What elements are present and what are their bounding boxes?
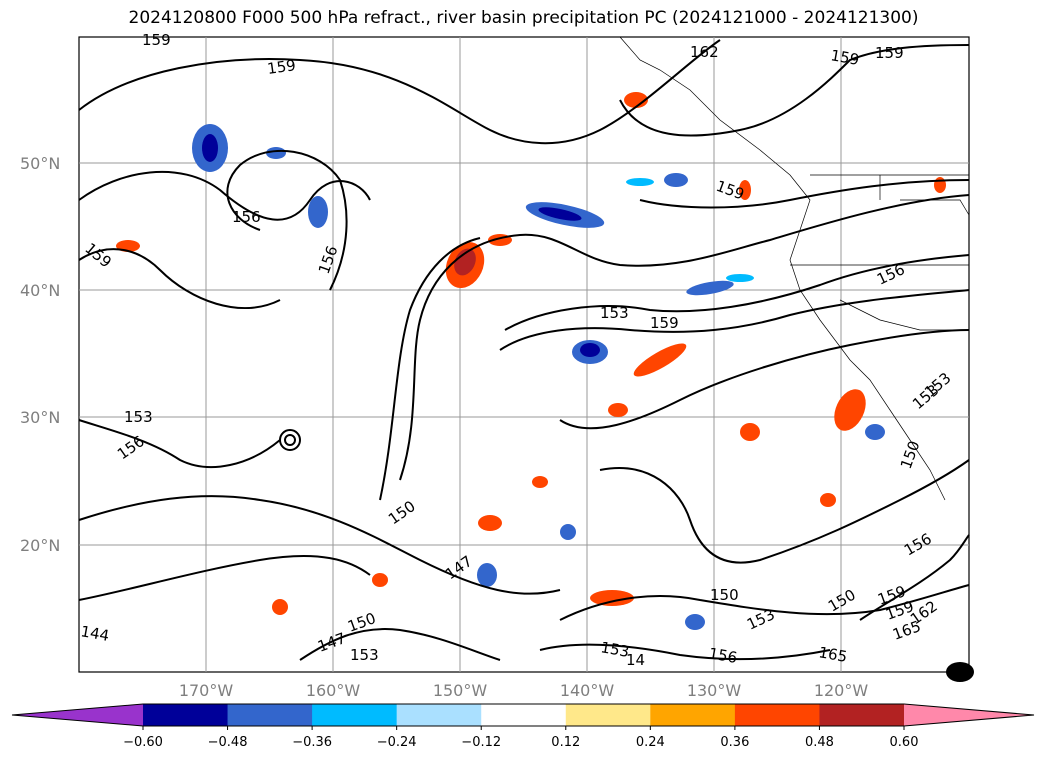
latitude-labels: 50°N 40°N 30°N 20°N bbox=[20, 154, 60, 555]
lon-label: 150°W bbox=[433, 681, 488, 700]
colorbar-tick-label: 0.12 bbox=[551, 735, 580, 750]
lat-label: 40°N bbox=[20, 281, 60, 300]
contour-label: 159 bbox=[142, 31, 171, 49]
contour-label: 165 bbox=[817, 643, 848, 666]
colorbar-segment bbox=[143, 704, 229, 726]
colorbar-tick-label: −0.12 bbox=[461, 735, 501, 750]
colorbar-tick-label: 0.48 bbox=[805, 735, 834, 750]
lon-label: 140°W bbox=[560, 681, 615, 700]
contour-label: 153 bbox=[600, 304, 629, 322]
contour-label: 150 bbox=[710, 586, 739, 604]
colorbar-tick-label: −0.60 bbox=[123, 735, 163, 750]
longitude-labels: 170°W 160°W 150°W 140°W 130°W 120°W bbox=[179, 681, 869, 700]
colorbar: −0.60 −0.48 −0.36 −0.24 −0.12 0.12 0.24 0.36 0.4… bbox=[11, 703, 1035, 750]
map-plot-area: 159 159 162 159 159 156 156 159 159 156 … bbox=[78, 31, 974, 682]
colorbar-tick-label: 0.24 bbox=[636, 735, 665, 750]
contour-label: 159 bbox=[829, 46, 860, 69]
coastlines bbox=[619, 36, 970, 501]
colorbar-tick-label: −0.48 bbox=[208, 735, 248, 750]
colorbar-extend-high bbox=[904, 704, 1034, 726]
colorbar-tick-label: 0.60 bbox=[890, 735, 919, 750]
colorbar-segment bbox=[396, 704, 482, 726]
contour-label: 159 bbox=[266, 56, 297, 78]
lon-label: 160°W bbox=[306, 681, 361, 700]
contour-label: 14 bbox=[626, 651, 645, 669]
lat-label: 30°N bbox=[20, 408, 60, 427]
colorbar-tick-label: −0.24 bbox=[377, 735, 417, 750]
refractivity-contours bbox=[78, 39, 970, 661]
contour-label: 159 bbox=[875, 44, 904, 62]
contour-label: 153 bbox=[599, 638, 630, 661]
contour-label: 153 bbox=[124, 408, 153, 426]
map-title: 2024120800 F000 500 hPa refract., river … bbox=[128, 8, 919, 28]
colorbar-segment bbox=[227, 704, 313, 726]
lon-label: 170°W bbox=[179, 681, 234, 700]
lat-label: 20°N bbox=[20, 536, 60, 555]
colorbar-segment bbox=[481, 704, 567, 726]
lon-label: 130°W bbox=[687, 681, 742, 700]
colorbar-extend-low bbox=[12, 704, 143, 726]
contour-label: 153 bbox=[350, 646, 379, 664]
colorbar-tick-label: −0.36 bbox=[292, 735, 332, 750]
lon-label: 120°W bbox=[814, 681, 869, 700]
precip-fields bbox=[116, 92, 974, 682]
colorbar-segment bbox=[565, 704, 651, 726]
contour-label: 159 bbox=[650, 314, 679, 332]
contour-label: 144 bbox=[79, 622, 110, 645]
colorbar-tick-label: 0.36 bbox=[720, 735, 749, 750]
colorbar-segment bbox=[734, 704, 820, 726]
contour-label: 162 bbox=[690, 43, 719, 61]
lat-label: 50°N bbox=[20, 154, 60, 173]
colorbar-segment bbox=[650, 704, 736, 726]
contour-label: 156 bbox=[707, 644, 738, 667]
contour-label: 156 bbox=[232, 208, 261, 226]
colorbar-segment bbox=[312, 704, 398, 726]
colorbar-segment bbox=[819, 704, 905, 726]
